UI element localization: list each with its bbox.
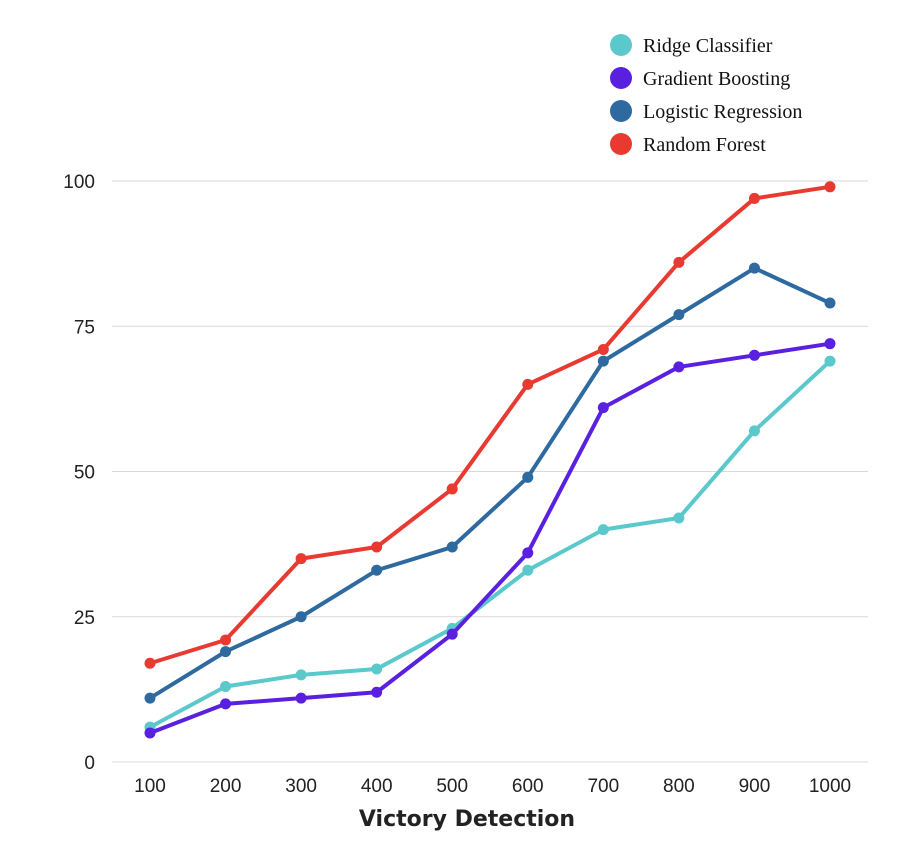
data-point	[522, 547, 534, 559]
series-line	[148, 184, 832, 666]
legend-label: Ridge Classifier	[643, 35, 773, 57]
data-point	[597, 355, 609, 367]
data-point	[295, 611, 307, 623]
legend-item: Ridge Classifier	[610, 34, 773, 57]
legend-item: Random Forest	[610, 133, 766, 156]
data-point	[371, 564, 383, 576]
data-point	[144, 727, 156, 739]
grid-lines	[112, 180, 868, 763]
x-tick-label: 100	[134, 776, 166, 797]
x-tick-label: 300	[285, 776, 317, 797]
data-point	[597, 343, 609, 355]
legend-item: Gradient Boosting	[610, 67, 790, 90]
legend-item: Logistic Regression	[610, 100, 802, 123]
data-point	[295, 553, 307, 565]
series-0	[144, 355, 836, 733]
data-point	[371, 686, 383, 698]
data-point	[371, 541, 383, 553]
legend-label: Logistic Regression	[643, 101, 802, 123]
data-point	[824, 355, 836, 367]
y-tick-label: 25	[74, 608, 95, 629]
data-point	[446, 483, 458, 495]
data-point	[597, 402, 609, 414]
data-point	[220, 680, 232, 692]
data-point	[748, 262, 760, 274]
y-tick-label: 0	[84, 753, 95, 774]
data-point	[220, 646, 232, 658]
data-point	[144, 657, 156, 669]
data-point	[144, 692, 156, 704]
x-axis-ticks: 100 200 300 400 500 600 700 800 900 1000	[134, 776, 851, 797]
data-point	[824, 181, 836, 193]
series-3	[144, 181, 836, 669]
data-point	[522, 564, 534, 576]
data-point	[371, 663, 383, 675]
legend-marker	[610, 34, 632, 56]
x-tick-label: 200	[210, 776, 242, 797]
data-point	[824, 338, 836, 350]
data-point	[522, 471, 534, 483]
legend-marker	[610, 133, 632, 155]
data-point	[748, 192, 760, 204]
x-tick-label: 600	[512, 776, 544, 797]
x-tick-label: 800	[663, 776, 695, 797]
data-point	[673, 256, 685, 268]
data-point	[522, 378, 534, 390]
legend-label: Gradient Boosting	[643, 68, 790, 90]
data-point	[673, 361, 685, 373]
data-point	[446, 541, 458, 553]
data-point	[295, 669, 307, 681]
y-tick-label: 75	[74, 317, 95, 338]
series-group	[144, 181, 836, 739]
data-point	[295, 692, 307, 704]
data-point	[673, 309, 685, 321]
data-point	[597, 524, 609, 536]
x-tick-label: 400	[361, 776, 393, 797]
data-point	[748, 425, 760, 437]
x-tick-label: 500	[436, 776, 468, 797]
data-point	[220, 634, 232, 646]
legend: Ridge Classifier Gradient Boosting Logisti…	[610, 34, 802, 156]
series-line	[148, 359, 832, 730]
x-axis-label: Victory Detection	[359, 807, 575, 832]
y-axis-ticks: 0 25 50 75 100	[63, 172, 95, 774]
legend-marker	[610, 67, 632, 89]
data-point	[824, 297, 836, 309]
x-tick-label: 900	[739, 776, 771, 797]
data-point	[748, 349, 760, 361]
series-line	[148, 341, 832, 735]
series-2	[144, 262, 836, 704]
legend-marker	[610, 100, 632, 122]
series-line	[148, 266, 832, 701]
legend-label: Random Forest	[643, 134, 766, 156]
data-point	[220, 698, 232, 710]
y-tick-label: 100	[63, 172, 95, 193]
data-point	[446, 628, 458, 640]
y-tick-label: 50	[74, 463, 95, 484]
data-point	[673, 512, 685, 524]
series-1	[144, 338, 836, 739]
x-tick-label: 700	[587, 776, 619, 797]
x-tick-label: 1000	[809, 776, 851, 797]
